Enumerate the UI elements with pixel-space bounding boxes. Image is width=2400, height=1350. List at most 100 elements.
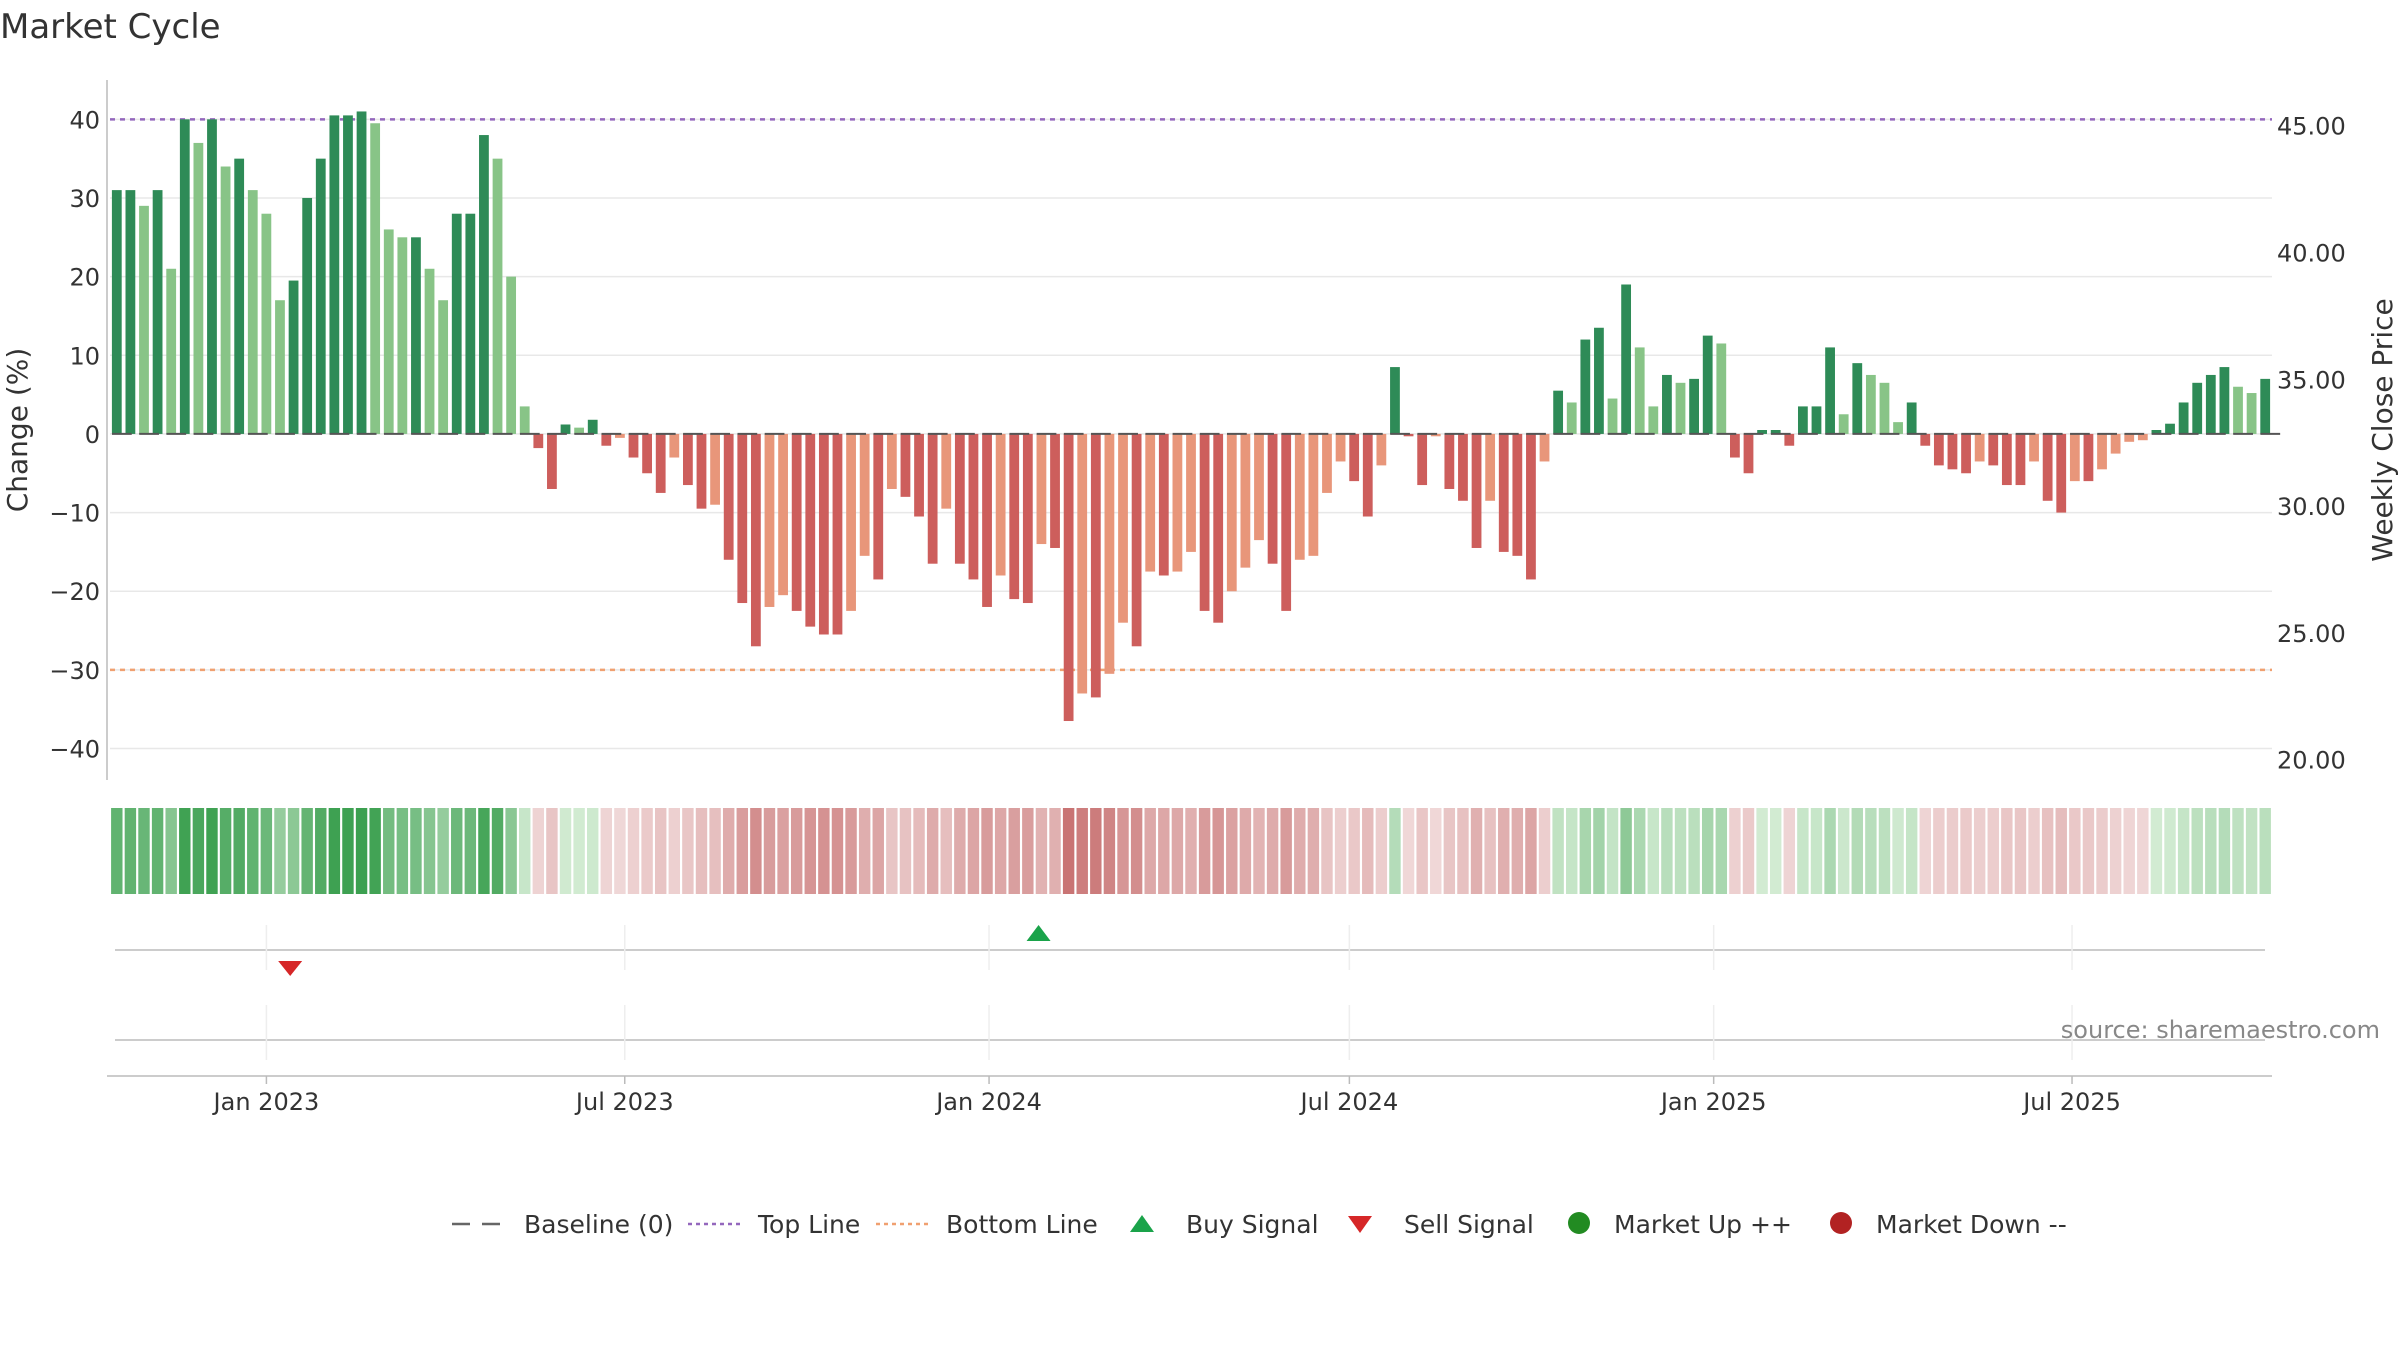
bar bbox=[247, 190, 258, 434]
bar bbox=[1648, 406, 1659, 434]
bar bbox=[383, 229, 394, 434]
heat-cell bbox=[260, 808, 273, 894]
bar bbox=[1743, 433, 1754, 474]
heat-cell bbox=[709, 808, 721, 894]
bar bbox=[560, 424, 571, 434]
heat-cell bbox=[192, 808, 205, 894]
bar bbox=[2124, 433, 2135, 442]
bar bbox=[954, 433, 965, 564]
heat-cell bbox=[654, 808, 667, 894]
y-tick-label: −40 bbox=[49, 736, 100, 764]
bar bbox=[859, 433, 870, 556]
bar bbox=[1974, 433, 1985, 462]
bar bbox=[2219, 367, 2230, 434]
left-axis-ticks: 40 30 20 10 0 −10 −20 −30 −40 bbox=[49, 106, 100, 763]
heat-cell bbox=[2028, 808, 2040, 894]
heat-cell bbox=[1498, 808, 1510, 894]
heat-cell bbox=[491, 808, 504, 894]
bar bbox=[2151, 430, 2162, 434]
bar bbox=[1281, 433, 1292, 611]
heat-cell bbox=[1090, 808, 1102, 894]
heat-cell bbox=[1484, 808, 1496, 894]
heat-cell bbox=[586, 808, 599, 894]
y-tick-label: −30 bbox=[49, 657, 100, 685]
bar bbox=[1566, 402, 1577, 434]
sell-signal-marker bbox=[278, 961, 303, 976]
bar bbox=[1811, 406, 1822, 434]
panel-vertical-gridlines bbox=[265, 925, 2073, 1060]
bar bbox=[506, 276, 517, 434]
heat-cell bbox=[2137, 808, 2149, 894]
bar bbox=[1294, 433, 1305, 560]
heat-cell bbox=[1253, 808, 1265, 894]
bar bbox=[1675, 382, 1686, 434]
bar bbox=[1526, 433, 1536, 580]
heat-cell bbox=[1606, 808, 1619, 894]
x-tick-label: Jan 2025 bbox=[1659, 1088, 1767, 1116]
bar bbox=[492, 158, 503, 434]
heat-cell bbox=[1525, 808, 1537, 894]
heat-cell bbox=[1117, 808, 1129, 894]
heat-cell bbox=[926, 808, 939, 894]
heat-cell bbox=[1987, 808, 1999, 894]
heat-cell bbox=[1103, 808, 1116, 894]
bar bbox=[669, 433, 680, 458]
heat-cell bbox=[1837, 808, 1850, 894]
bar bbox=[1662, 374, 1672, 434]
bar bbox=[1716, 343, 1727, 434]
heat-cell bbox=[1375, 808, 1388, 894]
heat-cell bbox=[1593, 808, 1605, 894]
legend-swatch-market-down bbox=[1830, 1212, 1852, 1234]
heat-cell bbox=[981, 808, 993, 894]
heat-cell bbox=[1756, 808, 1768, 894]
heat-cell bbox=[423, 808, 436, 894]
bar bbox=[1961, 433, 1971, 474]
heat-cell bbox=[1062, 808, 1075, 894]
signal-markers bbox=[278, 925, 1051, 976]
bar bbox=[2260, 378, 2271, 434]
bar bbox=[193, 142, 204, 434]
heat-cell bbox=[2055, 808, 2067, 894]
bar bbox=[574, 427, 585, 434]
heat-cell bbox=[1280, 808, 1292, 894]
x-tick-label: Jul 2024 bbox=[1299, 1088, 1399, 1116]
heat-cell bbox=[1919, 808, 1931, 894]
bar bbox=[1539, 433, 1550, 462]
legend-label: Market Up ++ bbox=[1614, 1210, 1792, 1239]
legend-label: Bottom Line bbox=[946, 1210, 1098, 1239]
heat-cell bbox=[1198, 808, 1211, 894]
legend-swatch-sell bbox=[1348, 1216, 1372, 1233]
bar bbox=[1702, 335, 1713, 434]
bar bbox=[1158, 433, 1169, 576]
y-tick-label: 40 bbox=[69, 106, 100, 134]
heat-cell bbox=[899, 808, 912, 894]
bar bbox=[1090, 433, 1101, 698]
heat-cell bbox=[1130, 808, 1143, 894]
bar bbox=[927, 433, 938, 564]
bar bbox=[2178, 402, 2189, 434]
bar bbox=[1621, 284, 1632, 434]
bar bbox=[1240, 433, 1251, 568]
heat-cell bbox=[559, 808, 572, 894]
bar bbox=[1430, 433, 1441, 437]
heat-cell bbox=[790, 808, 803, 894]
heat-cell bbox=[138, 808, 150, 894]
heat-cell bbox=[1933, 808, 1945, 894]
bar bbox=[1933, 433, 1944, 466]
bar bbox=[2233, 386, 2243, 434]
heat-cell bbox=[804, 808, 816, 894]
y-tick-label: −10 bbox=[49, 500, 100, 528]
y2-axis-label: Weekly Close Price bbox=[2366, 298, 2399, 561]
heat-cell bbox=[2245, 808, 2258, 894]
heat-cell bbox=[1266, 808, 1279, 894]
heat-cell bbox=[519, 808, 531, 894]
heat-cell bbox=[736, 808, 748, 894]
bar bbox=[1594, 327, 1604, 434]
heat-cell bbox=[1851, 808, 1863, 894]
heat-cell bbox=[1905, 808, 1918, 894]
heat-cell bbox=[247, 808, 259, 894]
heat-cell bbox=[179, 808, 191, 894]
heat-cell bbox=[1171, 808, 1184, 894]
heat-cell bbox=[1443, 808, 1456, 894]
heat-cell bbox=[233, 808, 245, 894]
